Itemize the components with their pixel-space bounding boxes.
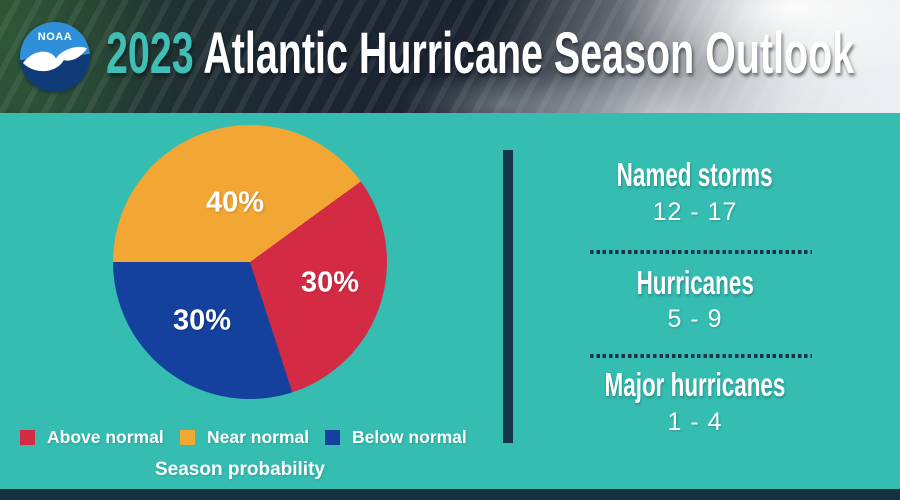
stat-range-named-storms: 12 - 17 [652,198,738,226]
seagull-icon [22,46,88,72]
stat-range-hurricanes: 5 - 9 [667,305,723,333]
stat-label-hurricanes: Hurricanes [636,264,754,301]
legend-label-below-normal: Below normal [352,427,467,447]
chart-caption: Season probability [155,459,325,480]
legend-label-near-normal: Near normal [207,427,310,447]
pie-slice-label-below-normal: 30% [172,304,232,337]
dotted-divider-1 [590,250,812,254]
pie-slice-label-near-normal: 40% [205,186,265,219]
stat-label-major-hurricanes: Major hurricanes [604,366,786,403]
footer-navy-strip [0,489,900,500]
legend-item-near-normal: Near normal [180,427,310,447]
legend-label-above-normal: Above normal [47,427,164,447]
legend-swatch-near-normal [180,430,195,445]
stat-label-named-storms: Named storms [617,156,773,193]
legend-item-above-normal: Above normal [20,427,164,447]
title-year: 2023 [106,21,194,86]
vertical-divider-bar [503,150,513,443]
legend-swatch-below-normal [325,430,340,445]
dotted-divider-2 [590,354,812,358]
pie-slice-label-above-normal: 30% [300,266,360,299]
header-satellite-banner: NOAA 2023 Atlantic Hurricane Season Outlo… [0,0,900,113]
noaa-logo-label: NOAA [37,31,73,43]
stat-range-major-hurricanes: 1 - 4 [667,408,723,436]
legend-item-below-normal: Below normal [325,427,467,447]
noaa-logo: NOAA [20,22,90,92]
page-title: 2023 Atlantic Hurricane Season Outlook [106,20,854,87]
legend-swatch-above-normal [20,430,35,445]
pie-chart: 40% 30% 30% [113,125,387,399]
title-text: Atlantic Hurricane Season Outlook [203,21,855,86]
